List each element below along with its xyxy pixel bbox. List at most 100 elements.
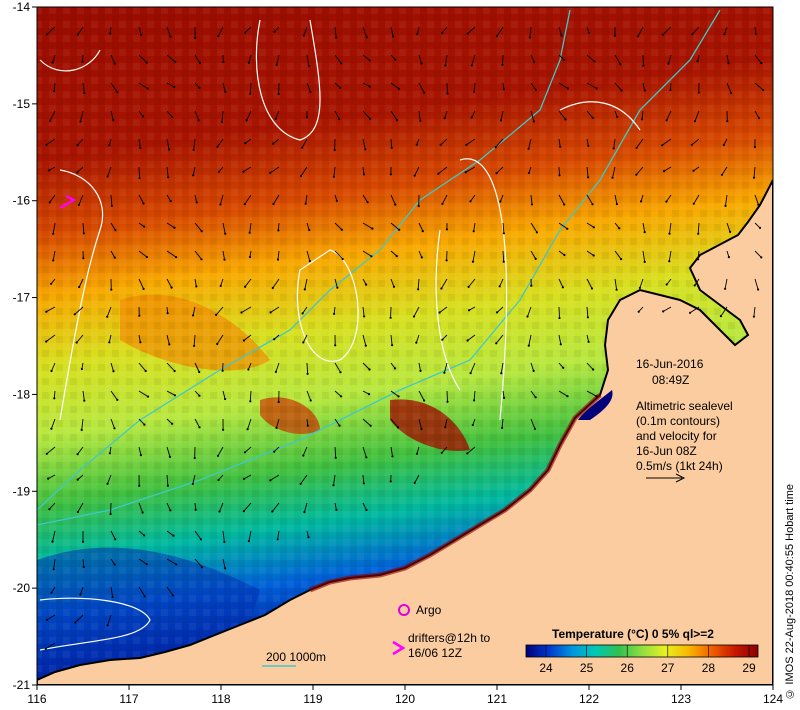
velocity-vector [77,138,84,146]
velocity-vector-head [530,203,534,206]
y-tick-label: -14 [13,0,31,14]
velocity-vector-head [499,119,503,122]
velocity-vector-head [473,399,476,402]
velocity-vector [362,82,370,87]
velocity-vector-head [592,226,595,229]
velocity-vector-head [269,171,272,174]
velocity-vector-head [566,227,569,230]
velocity-vector-head [82,565,85,569]
velocity-vector [558,82,569,89]
velocity-vector-head [613,34,617,37]
velocity-vector-head [466,32,469,35]
velocity-vector-head [730,92,733,95]
velocity-vector-head [494,146,497,149]
velocity-vector [48,166,56,171]
velocity-vector-head [198,370,201,374]
velocity-vector [80,110,84,122]
velocity-vector-head [216,145,219,148]
velocity-vector [138,82,148,89]
velocity-vector [465,166,476,173]
velocity-vector-head [534,396,537,399]
bay-cold [578,390,613,420]
velocity-vector-head [444,64,447,67]
velocity-vector-head [419,119,422,122]
velocity-vector [52,222,56,234]
velocity-vector [721,166,728,176]
velocity-vector [270,306,280,313]
velocity-vector [418,390,425,401]
velocity-vector-head [308,228,311,232]
y-tick-label: -20 [13,581,31,595]
velocity-vector [166,558,177,565]
velocity-vector [697,250,700,260]
velocity-vector-head [168,148,171,151]
velocity-vector-head [194,508,197,511]
velocity-vector [530,390,536,398]
velocity-vector [641,110,644,120]
velocity-vector [217,138,224,148]
x-tick-label: 116 [27,692,46,706]
velocity-vector-head [612,147,615,150]
velocity-vector-head [368,368,371,371]
velocity-vector [636,138,644,149]
velocity-vector-head [144,369,147,373]
velocity-vector-head [76,510,79,514]
velocity-vector-head [173,369,176,373]
velocity-vector-head [110,204,113,207]
velocity-vector [82,222,85,234]
velocity-vector-head [174,60,177,64]
velocity-vector [753,166,756,178]
velocity-vector-head [79,593,82,596]
velocity-vector [306,54,310,66]
velocity-vector [246,110,252,121]
velocity-vector [444,110,448,119]
velocity-vector [528,334,532,346]
velocity-vector-head [114,229,117,232]
velocity-vector-head [143,423,146,426]
coast-shelf [309,393,602,593]
velocity-vector [78,194,84,206]
velocity-vector-head [44,647,47,650]
velocity-vector-head [106,315,109,318]
velocity-vector [222,530,225,542]
velocity-vector [390,222,400,231]
velocity-vector-head [45,340,48,343]
velocity-vector-head [172,534,175,537]
velocity-vector-head [48,508,51,511]
velocity-vector [466,138,476,146]
velocity-vector-head [398,228,401,231]
velocity-vector [754,194,759,205]
velocity-vector-head [560,34,563,37]
velocity-vector-head [669,88,672,92]
velocity-vector-head [166,312,169,315]
velocity-vector-head [201,566,204,569]
velocity-vector [306,418,309,426]
velocity-vector [243,166,252,172]
velocity-vector-head [307,64,310,67]
velocity-vector-head [306,424,309,427]
y-axis: -14 -15 -16 -17 -18 -19 -20 -21 [13,0,37,692]
velocity-vector [642,82,646,91]
velocity-vector [244,26,252,34]
velocity-vector-head [277,400,280,404]
velocity-vector-head [277,92,280,95]
velocity-vector-head [139,146,142,150]
velocity-vector [193,334,196,346]
velocity-vector-head [301,312,304,315]
velocity-vector-head [138,314,141,317]
velocity-vector-head [420,256,423,259]
velocity-vector-head [247,368,250,371]
velocity-vector-head [110,288,113,291]
velocity-vector [586,278,593,289]
velocity-vector-head [246,428,249,431]
velocity-vector-head [306,372,309,375]
velocity-vector-head [368,59,371,62]
velocity-vector-head [438,311,441,314]
velocity-vector [306,250,311,262]
velocity-vector [441,446,448,454]
velocity-vector-head [339,86,342,89]
velocity-vector [530,418,536,430]
velocity-vector-head [169,200,172,203]
velocity-vector [166,418,173,425]
velocity-vector [194,110,200,121]
